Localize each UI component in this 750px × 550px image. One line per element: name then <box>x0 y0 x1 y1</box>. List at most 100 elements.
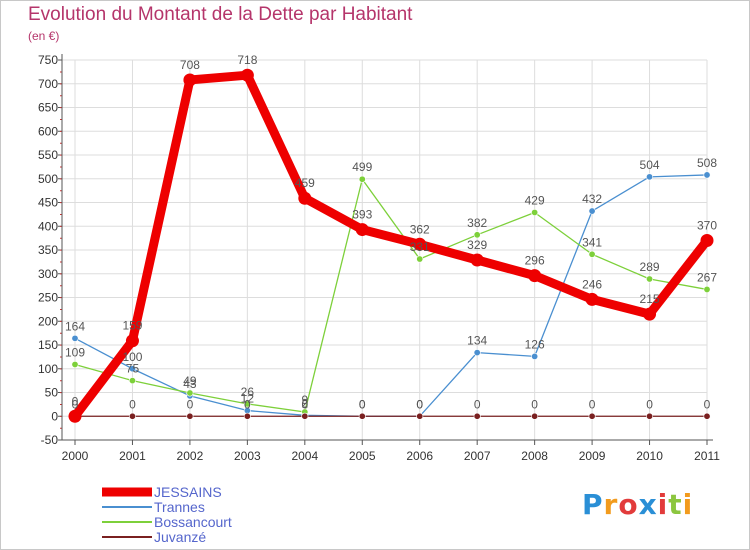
data-point-jessains <box>413 237 427 251</box>
data-point-bossancourt <box>703 285 711 293</box>
x-tick-label: 2010 <box>636 449 663 463</box>
data-label-jessains: 0 <box>72 394 79 408</box>
y-tick-label: 400 <box>38 219 58 233</box>
data-point-bossancourt <box>128 377 136 385</box>
x-tick-label: 2006 <box>406 449 433 463</box>
x-tick-label: 2000 <box>62 449 89 463</box>
data-point-jessains <box>125 334 139 348</box>
y-tick-label: 300 <box>38 267 58 281</box>
data-label-bossancourt: 341 <box>582 235 602 249</box>
y-tick-label: 450 <box>38 196 58 210</box>
data-label-trannes: 43 <box>183 377 197 391</box>
y-tick-label: 250 <box>38 291 58 305</box>
data-labels: 0 159 708 718 459 393 362 329 296 246 215 370 164 100… <box>65 53 717 411</box>
data-label-bossancourt: 26 <box>241 385 255 399</box>
y-tick-label: 350 <box>38 243 58 257</box>
data-point-bossancourt <box>186 389 194 397</box>
data-point-juvanz- <box>243 412 251 420</box>
data-point-trannes <box>473 349 481 357</box>
y-tick-label: 750 <box>38 53 58 67</box>
data-point-jessains <box>585 292 599 306</box>
data-point-juvanz- <box>588 412 596 420</box>
data-label-juvanz-: 0 <box>72 397 79 411</box>
data-label-juvanz-: 0 <box>474 397 481 411</box>
data-point-juvanz- <box>358 412 366 420</box>
legend-label-bossancourt: Bossancourt <box>154 514 232 530</box>
data-label-juvanz-: 0 <box>416 397 423 411</box>
x-tick-label: 2002 <box>177 449 204 463</box>
data-label-trannes: 100 <box>122 350 142 364</box>
data-point-bossancourt <box>473 231 481 239</box>
x-tick-label: 2005 <box>349 449 376 463</box>
data-point-bossancourt <box>646 275 654 283</box>
data-label-trannes: 508 <box>697 156 717 170</box>
x-tick-labels: 2000 2001 2002 2003 2004 2005 2006 2007 2008 2009… <box>62 449 721 463</box>
data-label-jessains: 362 <box>410 222 430 236</box>
series-line-jessains <box>70 70 712 421</box>
data-label-bossancourt: 289 <box>640 260 660 274</box>
data-point-trannes <box>128 365 136 373</box>
data-label-jessains: 329 <box>467 238 487 252</box>
data-point-trannes <box>588 207 596 215</box>
data-point-jessains <box>700 234 714 247</box>
data-point-jessains <box>355 223 369 237</box>
y-tick-label: 650 <box>38 101 58 115</box>
gridlines <box>62 59 708 441</box>
data-label-bossancourt: 331 <box>410 240 430 254</box>
data-point-juvanz- <box>531 412 539 420</box>
data-label-juvanz-: 0 <box>187 397 194 411</box>
data-label-jessains: 159 <box>122 319 142 333</box>
x-tick-label: 2009 <box>579 449 606 463</box>
x-tick-label: 2008 <box>521 449 548 463</box>
data-point-juvanz- <box>416 412 424 420</box>
data-point-juvanz- <box>186 412 194 420</box>
data-label-trannes: 504 <box>640 158 660 172</box>
data-point-trannes <box>71 334 79 342</box>
data-label-jessains: 393 <box>352 208 372 222</box>
data-label-bossancourt: 75 <box>126 362 140 376</box>
data-label-trannes: 164 <box>65 319 85 333</box>
data-point-bossancourt <box>358 175 366 183</box>
data-point-bossancourt <box>71 360 79 368</box>
y-tick-label: -50 <box>41 433 59 447</box>
series-line-trannes <box>74 174 708 417</box>
series-lines <box>68 68 714 423</box>
data-point-bossancourt <box>243 400 251 408</box>
data-point-juvanz- <box>301 412 309 420</box>
data-label-trannes: 12 <box>241 392 255 406</box>
y-tick-label: 700 <box>38 77 58 91</box>
data-label-trannes: 134 <box>467 334 487 348</box>
x-tick-label: 2004 <box>291 449 318 463</box>
data-label-bossancourt: 109 <box>65 345 85 359</box>
data-point-jessains <box>68 409 82 423</box>
data-point-jessains <box>183 73 197 87</box>
data-label-juvanz-: 0 <box>359 397 366 411</box>
data-label-trannes: 0 <box>359 397 366 411</box>
data-point-jessains <box>470 253 484 267</box>
data-label-juvanz-: 0 <box>129 397 136 411</box>
data-point-bossancourt <box>531 208 539 216</box>
y-tick-label: 50 <box>45 386 59 400</box>
data-point-juvanz- <box>703 412 711 420</box>
chart-title: Evolution du Montant de la Dette par Hab… <box>28 4 413 25</box>
proxiti-logo: Proxiti <box>582 488 694 521</box>
data-label-trannes: 0 <box>416 397 423 411</box>
legend-label-trannes: Trannes <box>154 499 205 515</box>
data-label-jessains: 215 <box>640 292 660 306</box>
data-label-juvanz-: 0 <box>589 397 596 411</box>
data-label-juvanz-: 0 <box>301 397 308 411</box>
data-point-bossancourt <box>588 250 596 258</box>
data-label-bossancourt: 267 <box>697 270 717 284</box>
data-label-jessains: 246 <box>582 277 602 291</box>
y-tick-label: 100 <box>38 362 58 376</box>
data-label-bossancourt: 429 <box>525 193 545 207</box>
data-label-bossancourt: 499 <box>352 160 372 174</box>
legend-label-jessains: JESSAINS <box>154 484 222 500</box>
data-label-jessains: 370 <box>697 219 717 233</box>
data-point-jessains <box>528 269 542 283</box>
data-label-bossancourt: 9 <box>301 393 308 407</box>
data-point-jessains <box>298 191 312 205</box>
